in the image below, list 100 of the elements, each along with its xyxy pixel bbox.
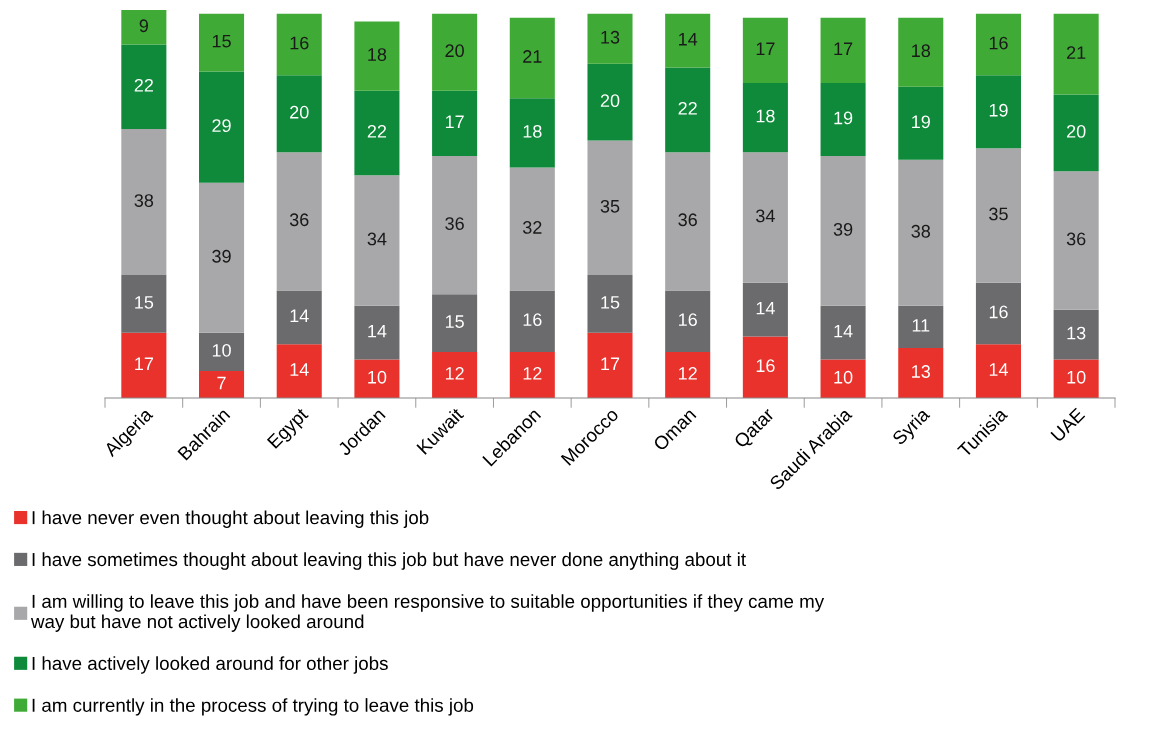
bar	[509, 290, 555, 352]
data-label: 16	[290, 36, 309, 50]
data-label: 15	[212, 34, 231, 48]
bar	[898, 17, 944, 87]
data-label: 19	[834, 111, 853, 125]
bar	[742, 152, 788, 283]
bar	[199, 13, 245, 72]
bar	[742, 336, 788, 398]
data-label: 29	[212, 119, 231, 133]
bar	[121, 275, 167, 333]
data-label: 18	[912, 44, 931, 58]
data-label: 22	[678, 101, 697, 115]
bar	[1053, 13, 1099, 95]
data-label: 20	[290, 105, 309, 119]
data-label: 17	[834, 42, 853, 56]
bar	[587, 332, 633, 398]
bar	[354, 21, 400, 91]
data-label: 20	[600, 94, 620, 108]
data-label: 36	[445, 217, 464, 230]
bar	[199, 371, 245, 398]
data-label: 10	[212, 343, 231, 357]
bar	[354, 175, 400, 306]
data-label: 32	[522, 221, 542, 234]
bar	[587, 275, 633, 333]
data-label: 39	[833, 222, 853, 236]
data-label: 22	[367, 124, 387, 138]
bar	[199, 71, 245, 183]
bar	[587, 13, 633, 64]
bar	[665, 351, 711, 398]
data-label: 20	[1067, 124, 1086, 138]
data-label: 20	[445, 44, 464, 58]
bar	[121, 10, 167, 45]
bar	[509, 167, 555, 291]
data-label: 35	[600, 199, 620, 213]
data-label: 39	[212, 249, 231, 263]
legend-label: I have actively looked around for other jobs	[32, 656, 388, 674]
bar	[665, 13, 711, 68]
data-label: 18	[368, 48, 387, 61]
data-label: 34	[756, 209, 775, 223]
data-label: 17	[601, 357, 620, 371]
bar	[665, 290, 711, 352]
data-label: 9	[139, 19, 149, 33]
legend-label: I am currently in the process of trying to leave this job	[32, 698, 474, 716]
data-label: 14	[989, 363, 1008, 376]
bar	[432, 294, 478, 352]
bar	[276, 75, 322, 153]
data-label: 13	[601, 30, 620, 44]
data-label: 14	[290, 309, 309, 322]
data-label: 12	[523, 367, 542, 380]
data-label: 14	[679, 32, 698, 46]
bar	[1053, 309, 1099, 360]
bar	[276, 13, 322, 76]
legend-label: I have sometimes thought about leaving this job but have never done anything about it	[32, 552, 746, 570]
data-label: 22	[134, 78, 153, 92]
data-label: 12	[679, 367, 697, 380]
data-label: 13	[1067, 326, 1086, 340]
bar	[276, 152, 322, 291]
bar	[509, 98, 555, 168]
bar	[121, 44, 167, 130]
data-label: 16	[679, 313, 697, 327]
data-label: 34	[367, 232, 387, 246]
bar	[354, 90, 400, 176]
data-label: 17	[756, 42, 775, 56]
bar	[742, 17, 788, 83]
bar	[975, 13, 1021, 76]
bar	[820, 155, 866, 306]
data-label: 16	[756, 359, 775, 373]
bar	[975, 75, 1021, 149]
data-label: 7	[217, 376, 226, 390]
bar	[354, 359, 400, 398]
data-label: 16	[523, 313, 542, 327]
bar	[121, 129, 167, 276]
data-label: 13	[912, 365, 931, 378]
data-label: 14	[290, 363, 309, 376]
bar	[665, 152, 711, 291]
bar	[820, 82, 866, 156]
data-label: 18	[523, 124, 542, 138]
bar	[509, 17, 555, 99]
data-label: 38	[911, 224, 931, 238]
bar	[820, 305, 866, 360]
bar	[1053, 171, 1099, 310]
data-label: 38	[134, 194, 154, 207]
bar	[742, 282, 788, 337]
bar	[820, 17, 866, 83]
data-label: 19	[912, 115, 930, 129]
bar	[509, 351, 555, 398]
bar	[276, 290, 322, 345]
data-label: 10	[834, 370, 853, 384]
data-label: 14	[834, 324, 853, 338]
data-label: 36	[289, 213, 309, 227]
data-label: 10	[368, 370, 387, 384]
bar	[975, 344, 1021, 398]
data-label: 12	[445, 367, 464, 380]
bar	[276, 344, 322, 398]
bar	[354, 305, 400, 360]
data-label: 21	[1067, 46, 1086, 59]
data-label: 21	[523, 50, 542, 63]
data-label: 36	[1066, 232, 1086, 246]
data-label: 17	[135, 357, 153, 371]
bar	[742, 82, 788, 153]
